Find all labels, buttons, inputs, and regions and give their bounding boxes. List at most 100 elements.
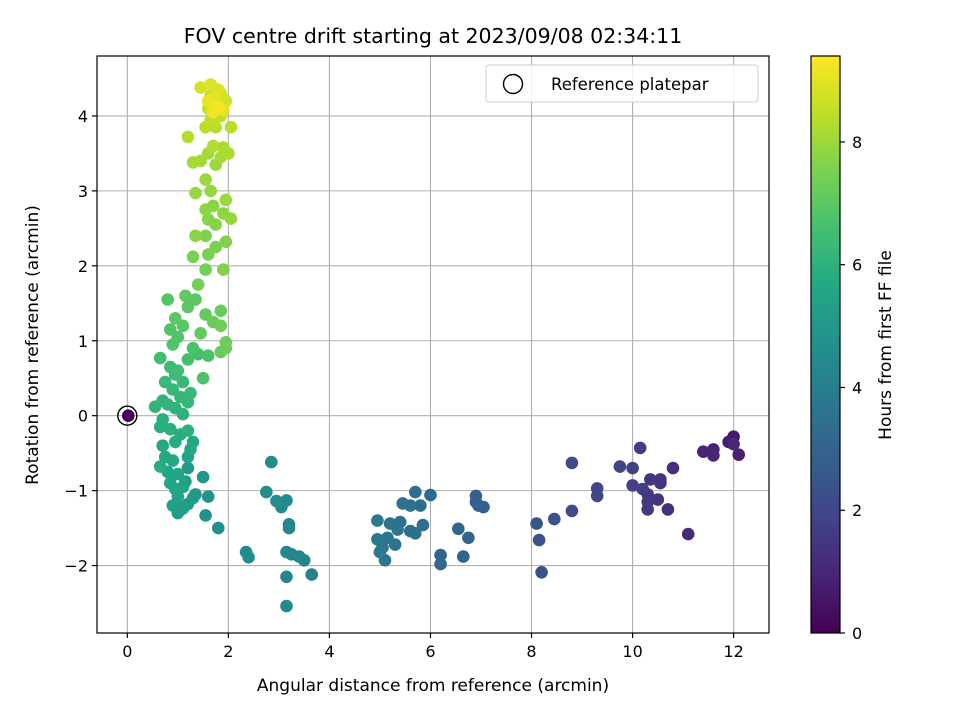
data-point bbox=[626, 479, 639, 492]
data-point bbox=[206, 199, 220, 213]
data-point bbox=[661, 503, 675, 516]
data-point bbox=[381, 531, 394, 545]
data-point bbox=[224, 212, 238, 225]
data-point bbox=[270, 494, 283, 508]
x-tick-label: 12 bbox=[723, 642, 743, 661]
data-point bbox=[181, 353, 195, 366]
data-point bbox=[633, 441, 647, 455]
x-tick-label: 4 bbox=[324, 642, 334, 661]
data-point bbox=[697, 445, 710, 459]
data-point bbox=[219, 336, 233, 349]
data-point bbox=[641, 495, 654, 509]
data-point bbox=[186, 435, 200, 449]
data-point bbox=[242, 551, 255, 564]
data-point bbox=[153, 460, 167, 473]
x-axis-label: Angular distance from reference (arcmin) bbox=[257, 676, 609, 696]
colorbar-label: Hours from first FF file bbox=[876, 250, 896, 440]
data-point bbox=[305, 568, 319, 581]
colorbar-tick-label: 2 bbox=[852, 501, 862, 520]
data-point bbox=[204, 184, 217, 198]
data-point bbox=[654, 476, 667, 490]
data-point bbox=[201, 94, 215, 108]
data-point bbox=[201, 213, 215, 226]
data-point bbox=[565, 504, 579, 518]
data-point bbox=[156, 413, 169, 426]
x-tick-label: 8 bbox=[526, 642, 536, 661]
y-tick-label: −2 bbox=[64, 557, 88, 576]
data-point bbox=[199, 509, 212, 522]
legend: Reference platepar bbox=[485, 64, 759, 103]
data-point bbox=[265, 455, 278, 469]
data-point bbox=[199, 263, 212, 276]
data-point bbox=[548, 512, 561, 526]
data-point bbox=[191, 278, 205, 291]
reference-platepar-marker bbox=[117, 405, 138, 426]
colorbar: 0 2 4 6 8 Hours from first FF file bbox=[810, 55, 896, 643]
data-point bbox=[224, 120, 238, 134]
data-point bbox=[169, 435, 182, 449]
data-point bbox=[452, 522, 465, 536]
data-point bbox=[161, 293, 174, 306]
data-point bbox=[565, 456, 579, 470]
data-point bbox=[189, 229, 202, 243]
data-point bbox=[666, 461, 680, 475]
data-point bbox=[158, 375, 172, 389]
data-point bbox=[206, 139, 220, 153]
data-point bbox=[371, 514, 384, 527]
data-point bbox=[122, 409, 135, 423]
data-point bbox=[260, 485, 273, 499]
data-point bbox=[416, 518, 430, 532]
reference-marker-layer bbox=[117, 405, 138, 426]
x-tick-label: 0 bbox=[122, 642, 132, 661]
data-point bbox=[613, 460, 627, 473]
data-point bbox=[209, 240, 222, 254]
data-point bbox=[219, 193, 233, 207]
data-point bbox=[424, 488, 437, 502]
data-point bbox=[590, 489, 604, 503]
colorbar-tick-label: 8 bbox=[852, 133, 862, 152]
data-point bbox=[186, 250, 200, 264]
data-point bbox=[181, 130, 195, 144]
colorbar-tick-label: 0 bbox=[852, 624, 862, 643]
x-tick-label: 2 bbox=[223, 642, 233, 661]
x-tick-label: 6 bbox=[425, 642, 435, 661]
data-point bbox=[727, 437, 740, 451]
data-point bbox=[280, 599, 293, 613]
data-point bbox=[626, 461, 639, 475]
data-point bbox=[189, 186, 202, 200]
data-point bbox=[280, 570, 293, 584]
colorbar-frame bbox=[810, 55, 841, 634]
y-axis-ticks: −2 −1 0 1 2 3 4 bbox=[64, 107, 97, 576]
data-point bbox=[201, 490, 215, 503]
data-point bbox=[707, 449, 720, 462]
data-point bbox=[194, 81, 207, 94]
data-point bbox=[153, 351, 167, 365]
data-point bbox=[148, 400, 162, 414]
data-point bbox=[186, 341, 200, 355]
data-point bbox=[214, 304, 228, 318]
data-point bbox=[732, 448, 745, 462]
data-point bbox=[164, 422, 177, 436]
data-point bbox=[651, 493, 665, 506]
y-tick-label: 1 bbox=[78, 332, 88, 351]
data-point bbox=[636, 482, 649, 496]
data-point bbox=[214, 319, 228, 333]
data-point bbox=[396, 497, 410, 510]
y-tick-label: 2 bbox=[78, 257, 88, 276]
x-axis-ticks: 0 2 4 6 8 10 12 bbox=[122, 633, 744, 661]
colorbar-ticks: 0 2 4 6 8 bbox=[840, 133, 862, 643]
data-point bbox=[217, 141, 230, 154]
plot-frame bbox=[96, 55, 770, 634]
colorbar-gradient bbox=[811, 56, 840, 633]
data-point bbox=[212, 100, 225, 114]
data-point bbox=[169, 312, 182, 325]
data-point bbox=[199, 173, 212, 186]
legend-reference-marker bbox=[502, 73, 524, 95]
y-axis-label: Rotation from reference (arcmin) bbox=[23, 205, 43, 485]
data-points bbox=[122, 78, 745, 613]
legend-entry-label: Reference platepar bbox=[551, 75, 709, 94]
data-point bbox=[409, 485, 422, 499]
legend-box bbox=[485, 64, 759, 103]
data-point bbox=[469, 489, 483, 503]
